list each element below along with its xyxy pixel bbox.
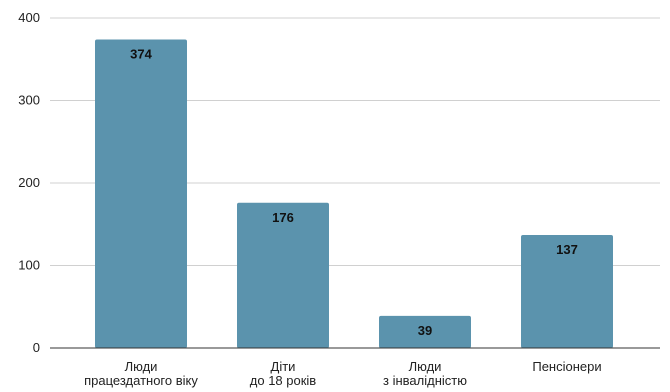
data-label: 176 xyxy=(272,210,294,225)
category-label: Діти xyxy=(271,359,296,374)
bar xyxy=(521,234,613,348)
category-label: з інвалідністю xyxy=(383,373,467,388)
data-labels: 374 176 39 137 xyxy=(130,46,578,337)
bar xyxy=(95,39,187,348)
y-tick-label: 200 xyxy=(18,175,40,190)
category-label: Пенсіонери xyxy=(532,359,601,374)
data-label: 137 xyxy=(556,242,578,257)
y-tick-label: 400 xyxy=(18,10,40,25)
category-label: працездатного віку xyxy=(84,373,198,388)
data-label: 374 xyxy=(130,46,152,61)
y-tick-label: 0 xyxy=(33,340,40,355)
bar xyxy=(237,202,329,348)
category-label: до 18 років xyxy=(250,373,317,388)
bars xyxy=(95,39,613,348)
category-label: Люди xyxy=(409,359,442,374)
y-tick-label: 300 xyxy=(18,93,40,108)
category-label: Люди xyxy=(125,359,158,374)
y-tick-label: 100 xyxy=(18,258,40,273)
bar xyxy=(379,315,471,348)
data-label: 39 xyxy=(418,323,432,338)
y-axis-tick-labels: 0 100 200 300 400 xyxy=(18,10,40,355)
